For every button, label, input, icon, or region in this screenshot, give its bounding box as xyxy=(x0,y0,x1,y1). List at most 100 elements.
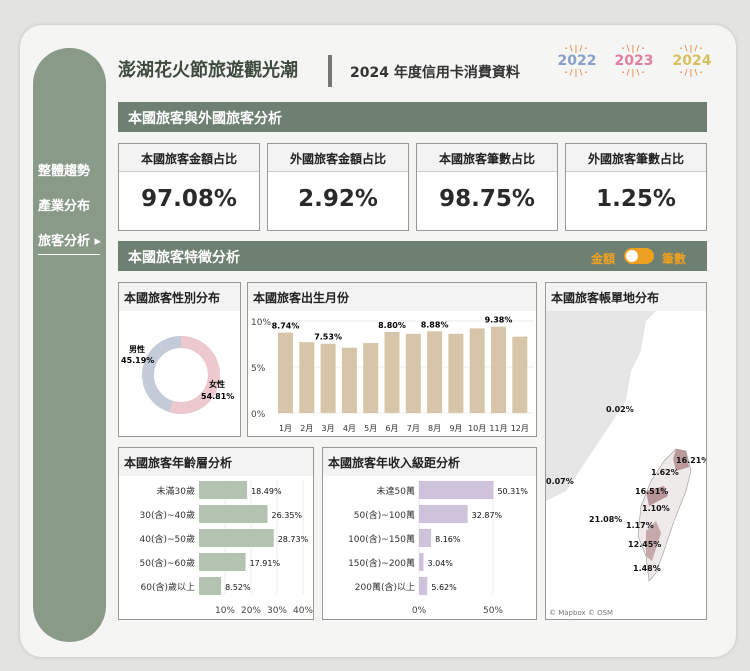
section-header-domestic-features: 本國旅客特徵分析 xyxy=(118,241,707,271)
bar-11月[interactable] xyxy=(491,326,506,413)
x-tick-label: 10月 xyxy=(468,424,486,433)
gender-panel: 本國旅客性別分布 男性 45.19% 女性 54.81% xyxy=(118,282,241,437)
bar-100(含)~150萬[interactable] xyxy=(419,529,432,547)
firework-icon: ·/|\· xyxy=(564,68,590,77)
female-slice[interactable] xyxy=(142,336,220,414)
nav-label: 整體趨勢 xyxy=(38,164,91,179)
category-label: 40(含)~50歲 xyxy=(140,533,195,545)
sidebar xyxy=(33,48,106,642)
x-tick-label: 2月 xyxy=(300,424,313,433)
section-header-domestic-foreign: 本國旅客與外國旅客分析 xyxy=(118,102,707,132)
panel-title: 本國旅客年齡層分析 xyxy=(119,448,313,476)
y-tick-label: 10% xyxy=(251,318,271,328)
firework-icon: ·\|/· xyxy=(679,44,705,53)
female-label: 女性 xyxy=(209,379,225,389)
bar-8月[interactable] xyxy=(427,331,443,413)
map-label: 16.51% xyxy=(635,487,668,496)
toggle-label-amount: 金額 xyxy=(591,252,616,266)
bar-40(含)~50歲[interactable] xyxy=(199,529,274,547)
category-label: 50(含)~100萬 xyxy=(354,509,415,521)
map-attribution[interactable]: © Mapbox © OSM xyxy=(549,609,613,617)
divider xyxy=(328,55,332,87)
data-label: 9.38% xyxy=(485,316,513,325)
firework-icon: ·/|\· xyxy=(679,68,705,77)
data-label: 8.52% xyxy=(225,583,251,592)
y-tick-label: 5% xyxy=(251,364,266,374)
bar-3月[interactable] xyxy=(320,343,336,413)
category-label: 50(含)~60歲 xyxy=(140,557,195,569)
x-tick-label: 40% xyxy=(293,606,313,616)
bar-50(含)~60歲[interactable] xyxy=(199,553,246,571)
year-2022-button[interactable]: ·\|/· 2022 ·/|\· xyxy=(555,45,599,77)
kpi-label: 本國旅客筆數占比 xyxy=(417,144,557,172)
bar-9月[interactable] xyxy=(448,333,464,413)
map-label: 0.02% xyxy=(606,405,634,414)
kpi-value: 97.08% xyxy=(141,186,237,212)
nav-traveler-analysis[interactable]: 旅客分析 ▸ xyxy=(38,230,108,255)
x-tick-label: 9月 xyxy=(449,424,462,433)
kpi-label: 本國旅客金額占比 xyxy=(119,144,259,172)
page-subtitle: 2024 年度信用卡消費資料 xyxy=(350,65,520,81)
y-tick-label: 0% xyxy=(251,410,266,420)
data-label: 26.35% xyxy=(272,511,303,520)
bar-200萬(含)以上[interactable] xyxy=(419,577,428,595)
bar-7月[interactable] xyxy=(405,333,421,413)
income-chart: 0% 50% 未達50萬 50.31% 50(含)~100萬 32.87% 100(含)~1… xyxy=(348,480,528,616)
nav-industry[interactable]: 產業分布 xyxy=(38,195,108,214)
bar-4月[interactable] xyxy=(341,347,357,413)
nav-overall-trend[interactable]: 整體趨勢 xyxy=(38,160,108,179)
category-label: 100(含)~150萬 xyxy=(348,533,415,545)
data-label: 8.80% xyxy=(378,321,406,330)
bar-30(含)~40歲[interactable] xyxy=(199,505,268,523)
map-label: 1.48% xyxy=(633,564,661,573)
year-label: 2023 xyxy=(614,53,654,69)
year-2023-button[interactable]: ·\|/· 2023 ·/|\· xyxy=(612,45,656,77)
kpi-label: 外國旅客筆數占比 xyxy=(566,144,706,172)
toggle-knob xyxy=(626,250,638,262)
bar-2月[interactable] xyxy=(299,342,315,413)
panel-title: 本國旅客帳單地分布 xyxy=(546,283,706,311)
data-label: 17.91% xyxy=(250,559,281,568)
age-panel: 本國旅客年齡層分析 10% 20% 30% 40% 未滿30歲 18.49% 30(含)~4… xyxy=(118,447,314,620)
nav-label: 旅客分析 ▸ xyxy=(38,234,102,249)
kpi-domestic-count: 本國旅客筆數占比 98.75% xyxy=(416,143,558,231)
panel-title: 本國旅客性別分布 xyxy=(119,283,240,311)
map-label: 0.07% xyxy=(546,477,574,486)
active-underline xyxy=(38,254,100,255)
bar-未達50萬[interactable] xyxy=(419,481,494,499)
data-label: 8.74% xyxy=(272,322,300,331)
gender-donut-chart: 男性 45.19% 女性 54.81% xyxy=(121,336,234,414)
kpi-value: 1.25% xyxy=(596,186,676,212)
panel-title: 本國旅客出生月份 xyxy=(248,283,536,311)
bar-未滿30歲[interactable] xyxy=(199,481,248,499)
map-label: 16.21% xyxy=(676,456,706,465)
x-tick-label: 50% xyxy=(483,606,503,616)
kpi-value: 98.75% xyxy=(439,186,535,212)
bar-5月[interactable] xyxy=(363,343,379,413)
income-panel: 本國旅客年收入級距分析 0% 50% 未達50萬 50.31% 50(含)~100萬 32… xyxy=(322,447,537,620)
taiwan-map[interactable]: 0.02% 0.07% 16.21% 1.62% 16.51% 1.10% 21… xyxy=(546,311,709,619)
bar-1月[interactable] xyxy=(278,332,293,413)
bar-10月[interactable] xyxy=(469,328,485,413)
kpi-domestic-amount: 本國旅客金額占比 97.08% xyxy=(118,143,260,231)
firework-icon: ·\|/· xyxy=(564,44,590,53)
data-label: 8.16% xyxy=(435,535,461,544)
bar-12月[interactable] xyxy=(512,336,528,413)
year-2024-button[interactable]: ·\|/· 2024 ·/|\· xyxy=(670,45,714,77)
male-value: 45.19% xyxy=(121,356,154,365)
bar-50(含)~100萬[interactable] xyxy=(419,505,468,523)
x-tick-label: 6月 xyxy=(385,424,398,433)
bar-6月[interactable] xyxy=(384,332,400,413)
panel-title: 本國旅客年收入級距分析 xyxy=(323,448,536,476)
bar-60(含)歲以上[interactable] xyxy=(199,577,222,595)
kpi-foreign-amount: 外國旅客金額占比 2.92% xyxy=(267,143,409,231)
kpi-foreign-count: 外國旅客筆數占比 1.25% xyxy=(565,143,707,231)
category-label: 60(含)歲以上 xyxy=(141,581,195,593)
bar-150(含)~200萬[interactable] xyxy=(419,553,424,571)
amount-count-toggle[interactable] xyxy=(624,248,654,264)
data-label: 32.87% xyxy=(472,511,503,520)
x-tick-label: 20% xyxy=(241,606,261,616)
x-tick-label: 12月 xyxy=(511,424,529,433)
x-tick-label: 0% xyxy=(412,606,427,616)
male-label: 男性 xyxy=(129,344,145,354)
